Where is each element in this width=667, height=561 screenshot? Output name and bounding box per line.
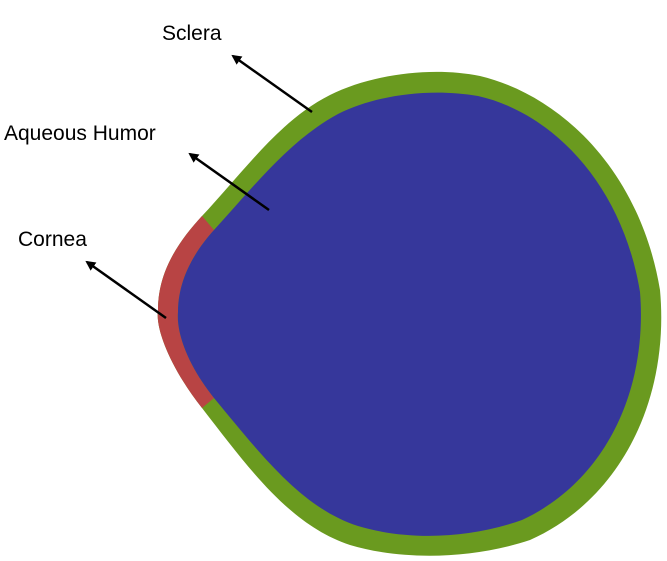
aqueous-humor-pointer-arrow [188, 152, 270, 212]
sclera-label: Sclera [162, 22, 222, 45]
aqueous-humor-region [177, 92, 641, 536]
aqueous-humor-label: Aqueous Humor [4, 122, 156, 145]
sclera-pointer-arrow [231, 54, 313, 114]
cornea-pointer-arrow [85, 260, 167, 320]
cornea-label: Cornea [18, 228, 87, 251]
cornea-layer [157, 216, 214, 408]
